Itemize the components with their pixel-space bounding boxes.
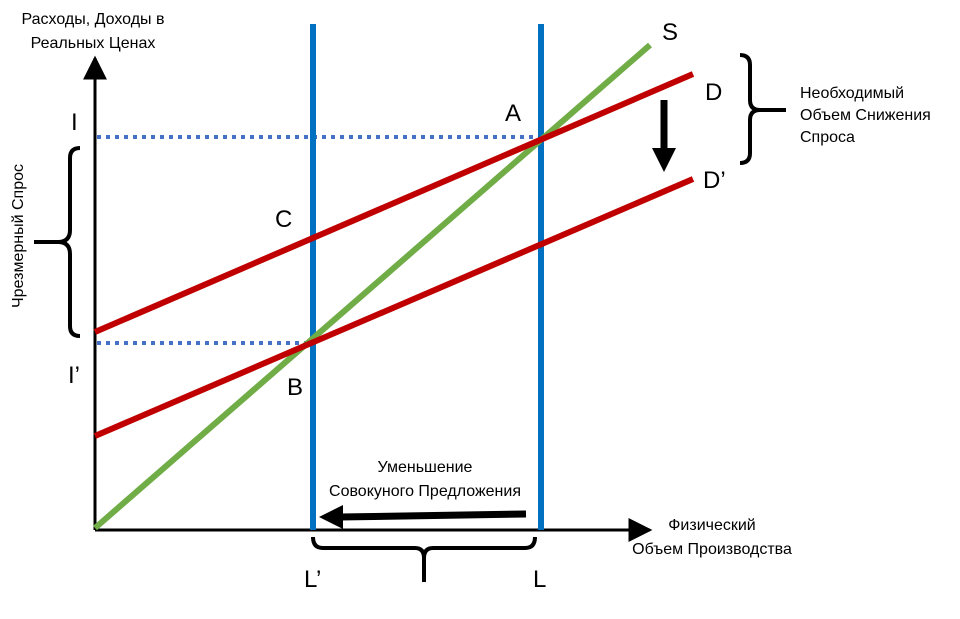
curve-label-D: D	[705, 79, 722, 106]
demand-line-D	[93, 71, 695, 335]
point-label-L: L	[533, 566, 546, 593]
point-label-I-prime: I’	[68, 362, 80, 389]
curve-label-D-prime: D’	[703, 167, 726, 194]
supply-decrease-line-1: Уменьшение	[378, 459, 473, 476]
point-label-C: C	[275, 206, 292, 233]
point-label-L-prime: L’	[304, 566, 321, 593]
supply-decrease-arrow-shaft	[339, 510, 527, 521]
supply-decrease-arrow-icon	[319, 505, 343, 529]
demand-line-D-prime	[93, 176, 695, 439]
supply-line-S	[93, 42, 652, 531]
needed-reduction-brace	[739, 53, 761, 165]
point-label-B: B	[287, 374, 303, 401]
needed-reduction-line-3: Спроса	[800, 129, 855, 146]
demand-shift-arrow-icon	[652, 148, 676, 172]
curve-label-S: S	[662, 19, 678, 46]
excess-demand-label: Чрезмерный Спрос	[10, 164, 27, 308]
point-label-I: I	[71, 109, 78, 136]
excess-demand-brace	[57, 146, 81, 338]
needed-reduction-line-1: Необходимый	[800, 85, 904, 102]
y-axis-label-line-2: Реальных Ценах	[31, 35, 156, 52]
supply-decrease-line-2: Совокуного Предложения	[329, 483, 521, 500]
point-label-A: A	[505, 100, 521, 127]
needed-reduction-line-2: Объем Снижения	[800, 107, 931, 124]
x-axis-label-line-1: Физический	[668, 517, 755, 534]
x-axis-label-line-2: Объем Производства	[632, 541, 792, 558]
y-axis-label-line-1: Расходы, Доходы в	[21, 11, 164, 28]
